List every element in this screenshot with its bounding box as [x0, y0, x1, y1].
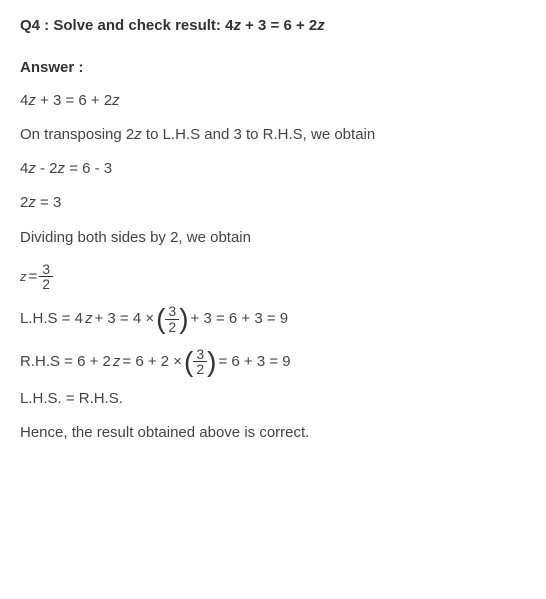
var-z: z: [28, 160, 36, 177]
conclusion-line: Hence, the result obtained above is corr…: [20, 423, 526, 443]
paren-fraction: ( 3 2 ): [184, 347, 216, 377]
text: + 3 = 6 + 2: [36, 92, 112, 109]
text: - 2: [36, 160, 58, 177]
solution-line: 4z - 2z = 6 - 3: [20, 159, 526, 179]
text: = 3: [36, 194, 61, 211]
solution-line: On transposing 2z to L.H.S and 3 to R.H.…: [20, 125, 526, 145]
text: = 6 + 3 = 9: [218, 352, 290, 372]
text: On transposing 2: [20, 126, 134, 143]
var-z: z: [112, 92, 120, 109]
question-prefix: Q4 :: [20, 17, 49, 34]
equals: =: [29, 267, 38, 287]
numerator: 3: [165, 304, 179, 320]
var-z: z: [85, 309, 93, 329]
denominator: 2: [193, 362, 207, 377]
right-paren: ): [179, 305, 188, 333]
numerator: 3: [39, 262, 53, 278]
text: R.H.S = 6 + 2: [20, 352, 111, 372]
text: = 6 + 2 ×: [122, 352, 182, 372]
numerator: 3: [193, 347, 207, 363]
answer-label: Answer :: [20, 58, 526, 78]
fraction: 3 2: [193, 347, 207, 377]
solution-line: L.H.S. = R.H.S.: [20, 389, 526, 409]
solution-line: Dividing both sides by 2, we obtain: [20, 228, 526, 248]
question-text: Solve and check result: 4: [49, 17, 233, 34]
denominator: 2: [39, 277, 53, 292]
left-paren: (: [156, 305, 165, 333]
var-z: z: [28, 194, 36, 211]
var-z: z: [134, 126, 142, 143]
fraction: 3 2: [39, 262, 53, 292]
question-heading: Q4 : Solve and check result: 4z + 3 = 6 …: [20, 16, 526, 36]
var-z: z: [28, 92, 36, 109]
var-z: z: [113, 352, 121, 372]
solution-line: 4z + 3 = 6 + 2z: [20, 91, 526, 111]
text: + 3 = 4 ×: [94, 309, 154, 329]
solution-line: 2z = 3: [20, 193, 526, 213]
question-mid: + 3 = 6 + 2: [241, 17, 317, 34]
var-z: z: [58, 160, 66, 177]
equation-line: z = 3 2: [20, 262, 526, 292]
fraction: 3 2: [165, 304, 179, 334]
paren-fraction: ( 3 2 ): [156, 304, 188, 334]
text: + 3 = 6 + 3 = 9: [191, 309, 289, 329]
text: to L.H.S and 3 to R.H.S, we obtain: [142, 126, 375, 143]
right-paren: ): [207, 348, 216, 376]
text: = 6 - 3: [65, 160, 112, 177]
lhs-line: L.H.S = 4z + 3 = 4 × ( 3 2 ) + 3 = 6 + 3…: [20, 304, 526, 334]
denominator: 2: [165, 320, 179, 335]
left-paren: (: [184, 348, 193, 376]
var-z: z: [233, 17, 241, 34]
var-z: z: [20, 268, 27, 286]
rhs-line: R.H.S = 6 + 2z = 6 + 2 × ( 3 2 ) = 6 + 3…: [20, 347, 526, 377]
var-z: z: [317, 17, 325, 34]
text: L.H.S = 4: [20, 309, 83, 329]
